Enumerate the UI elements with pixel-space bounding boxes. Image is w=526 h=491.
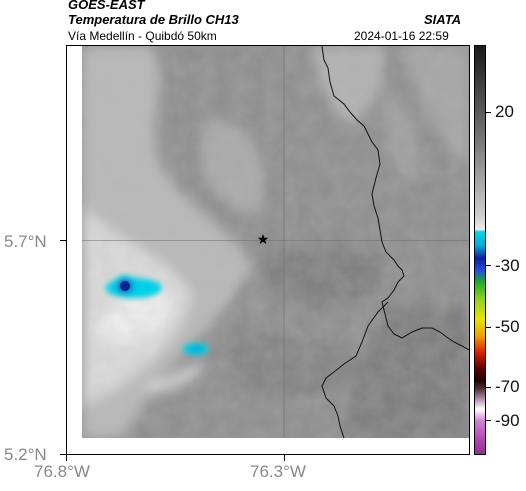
lon-label: 76.3°W: [250, 462, 306, 481]
lon-label: 76.8°W: [34, 462, 90, 481]
map-image: [82, 46, 469, 438]
product-title: Temperatura de Brillo CH13: [68, 12, 239, 27]
satellite-title: GOES-EAST: [68, 0, 145, 12]
colorbar-label: 20: [495, 102, 514, 121]
colorbar-tick: [486, 420, 491, 421]
organization-label: SIATA: [424, 12, 462, 27]
border-line-south: [321, 301, 389, 438]
satellite-map[interactable]: [82, 46, 469, 438]
colorbar-tick: [486, 265, 491, 266]
lat-label: 5.2°N: [4, 445, 47, 464]
colorbar-label: -70: [495, 377, 520, 396]
lat-tick: [60, 240, 66, 241]
lon-tick: [284, 455, 285, 461]
colorbar-label: -50: [495, 317, 520, 336]
region-subtitle: Vía Medellín - Quibdó 50km: [68, 29, 217, 43]
lon-tick: [66, 455, 67, 461]
colorbar: [474, 45, 486, 455]
colorbar-label: -90: [495, 411, 520, 430]
lat-label: 5.7°N: [4, 232, 47, 251]
colorbar-tick: [486, 112, 491, 113]
star-icon: [257, 234, 269, 244]
datetime-label: 2024-01-16 22:59: [354, 29, 449, 43]
border-line: [321, 46, 469, 351]
lat-tick: [60, 454, 66, 455]
colorbar-tick: [486, 387, 491, 388]
colorbar-label: -30: [495, 256, 520, 275]
texture-overlay: [82, 46, 469, 438]
colorbar-tick: [486, 327, 491, 328]
